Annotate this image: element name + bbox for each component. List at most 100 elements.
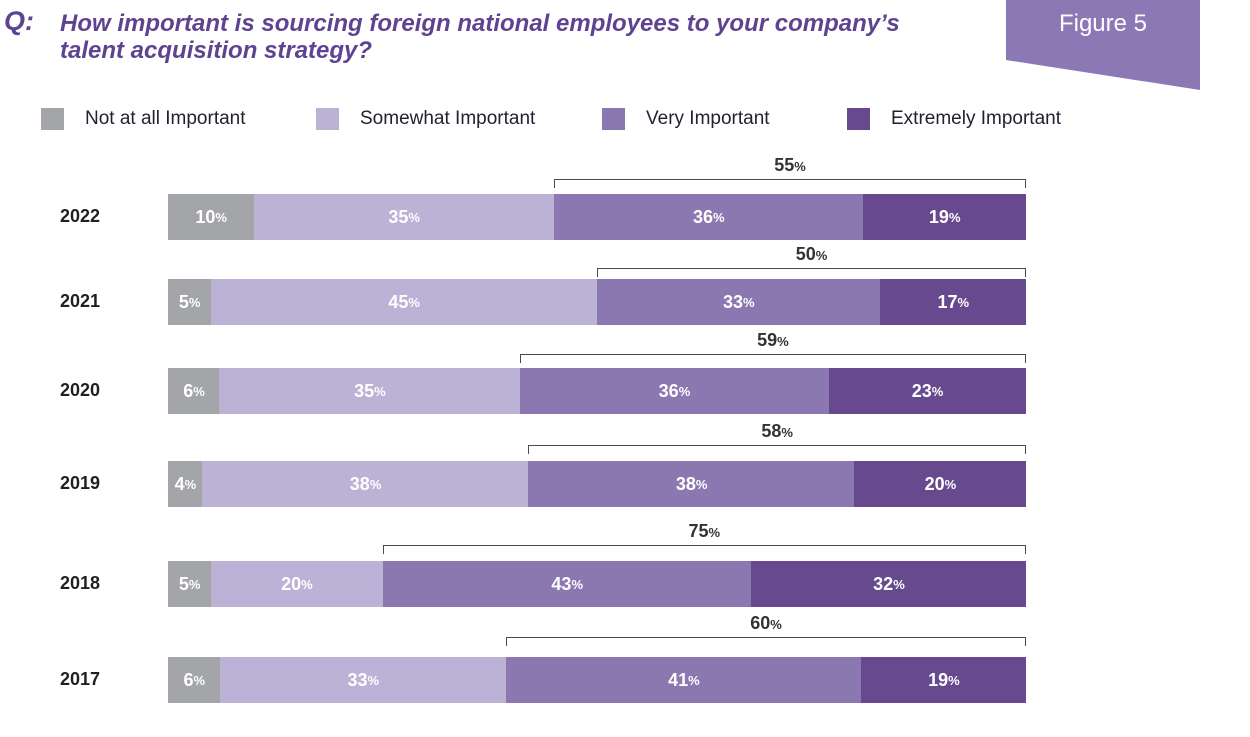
percent-sign: % [408,294,420,310]
percent-sign: % [695,476,708,492]
value-number: 45 [388,291,409,312]
bar-segment: 20% [854,461,1027,507]
percent-sign: % [931,383,944,399]
bar-segment: 23% [828,368,1027,414]
value-number: 38 [349,473,370,494]
legend-label: Extremely Important [891,108,1061,129]
legend-swatch [602,108,625,130]
percent-sign: % [571,576,584,592]
bar-segment: 36% [554,194,864,240]
value-number: 20 [281,573,302,594]
category-label: 2019 [59,473,101,493]
bracket-line [528,445,1026,454]
value-number: 5 [178,291,189,312]
bracket-line [597,268,1026,277]
bar-segment: 5% [168,279,212,325]
value-number: 50 [795,244,816,264]
figure-label: Figure 5 [1058,10,1148,37]
figure-tab-shape [1006,0,1200,90]
percent-sign: % [369,476,382,492]
percent-sign: % [948,672,960,688]
value-number: 19 [928,206,949,227]
percent-sign: % [893,576,905,592]
bracket-line [506,637,1026,646]
percent-sign: % [188,294,201,310]
value-number: 36 [692,206,714,227]
percent-sign: % [193,383,205,399]
value-number: 43 [551,573,572,594]
bracket-total-label: 75% [664,521,744,542]
legend-label: Not at all Important [85,108,246,129]
bracket-total-label: 60% [726,613,806,634]
value-number: 33 [347,669,368,690]
bar-segment: 19% [862,194,1027,240]
value-number: 60 [750,613,771,633]
bracket-total-label: 59% [733,330,813,351]
category-label: 2017 [59,669,101,689]
bar-segment: 4% [168,461,203,507]
category-label: 2021 [59,291,101,311]
value-number: 41 [668,669,689,690]
value-number: 19 [928,669,949,690]
chart-title: How important is sourcing foreign nation… [60,10,900,64]
value-number: 5 [178,573,189,594]
value-number: 10 [195,206,216,227]
category-label: 2018 [59,573,101,593]
bracket-line [519,354,1026,363]
percent-sign: % [367,672,380,688]
bar-segment: 5% [168,561,212,607]
percent-sign: % [374,383,386,399]
percent-sign: % [815,248,828,263]
bracket-total-label: 58% [737,421,817,442]
percent-sign: % [193,672,206,688]
percent-sign: % [781,425,793,440]
value-number: 75 [688,521,709,541]
percent-sign: % [777,334,789,349]
bar-segment: 10% [168,194,255,240]
bar-segment: 17% [880,279,1027,325]
value-number: 58 [761,421,782,441]
value-number: 23 [911,380,932,401]
percent-sign: % [184,476,197,492]
value-number: 4 [174,473,185,494]
value-number: 17 [937,291,958,312]
bracket-total-label: 50% [772,244,852,265]
value-number: 33 [723,291,744,312]
category-label: 2020 [59,380,101,400]
legend-label: Somewhat Important [360,108,536,129]
value-number: 20 [924,473,945,494]
bar-segment: 41% [506,657,862,703]
percent-sign: % [944,476,957,492]
percent-sign: % [301,576,313,592]
bar-segment: 33% [220,657,507,703]
figure-tab: Figure 5 [1006,0,1200,90]
value-number: 55 [774,155,795,175]
legend-swatch [41,108,64,130]
value-number: 6 [183,669,194,690]
percent-sign: % [708,525,721,540]
percent-sign: % [408,209,420,225]
bar-segment: 45% [210,279,598,325]
legend-label: Very Important [646,108,770,129]
value-number: 35 [388,206,409,227]
percent-sign: % [948,209,961,225]
percent-sign: % [678,383,691,399]
bracket-line [382,545,1026,554]
bracket-total-label: 55% [750,155,830,176]
percent-sign: % [743,294,755,310]
percent-sign: % [770,617,782,632]
bar-segment: 19% [861,657,1027,703]
question-prefix: Q: [4,6,34,36]
legend-swatch [316,108,339,130]
category-label: 2022 [59,206,101,226]
legend-swatch [847,108,870,130]
bar-segment: 38% [528,461,855,507]
bar-segment: 33% [597,279,881,325]
value-number: 59 [757,330,778,350]
value-number: 35 [354,380,375,401]
percent-sign: % [713,209,725,225]
percent-sign: % [188,576,201,592]
percent-sign: % [688,672,700,688]
bar-segment: 6% [168,657,221,703]
bar-segment: 32% [751,561,1027,607]
